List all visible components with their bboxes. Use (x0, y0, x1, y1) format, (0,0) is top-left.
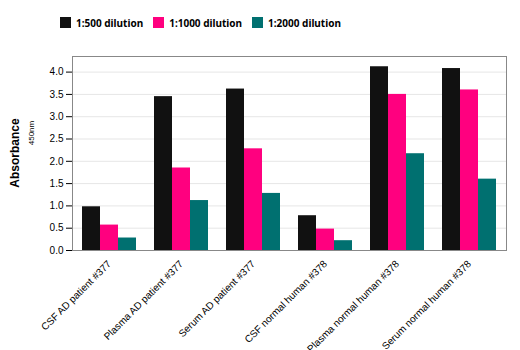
svg-text:3.0: 3.0 (50, 111, 64, 122)
svg-text:2.5: 2.5 (50, 133, 64, 144)
svg-text:450nm: 450nm (27, 120, 36, 145)
svg-text:Serum normal human #378: Serum normal human #378 (380, 258, 474, 350)
html-text:1:2000 dilution: 1:2000 dilution (268, 15, 341, 30)
html-text:1:500 dilution: 1:500 dilution (76, 15, 144, 30)
svg-text:CSF AD patient #377: CSF AD patient #377 (39, 258, 114, 333)
svg-text:Plasma AD patient #377: Plasma AD patient #377 (102, 258, 186, 342)
html-text:1:1000 dilution: 1:1000 dilution (169, 15, 243, 30)
svg-text:2.0: 2.0 (50, 156, 64, 167)
svg-text:Absorbance: Absorbance (8, 118, 22, 188)
svg-text:0.0: 0.0 (50, 245, 64, 256)
svg-text:3.5: 3.5 (50, 89, 64, 100)
svg-text:Serum AD patient #377: Serum AD patient #377 (176, 258, 257, 339)
svg-text:1.0: 1.0 (50, 200, 64, 211)
svg-text:4.0: 4.0 (50, 66, 64, 77)
svg-text:1.5: 1.5 (50, 178, 64, 189)
svg-text:0.5: 0.5 (50, 222, 64, 233)
svg-text:CSF normal human #378: CSF normal human #378 (242, 258, 329, 345)
